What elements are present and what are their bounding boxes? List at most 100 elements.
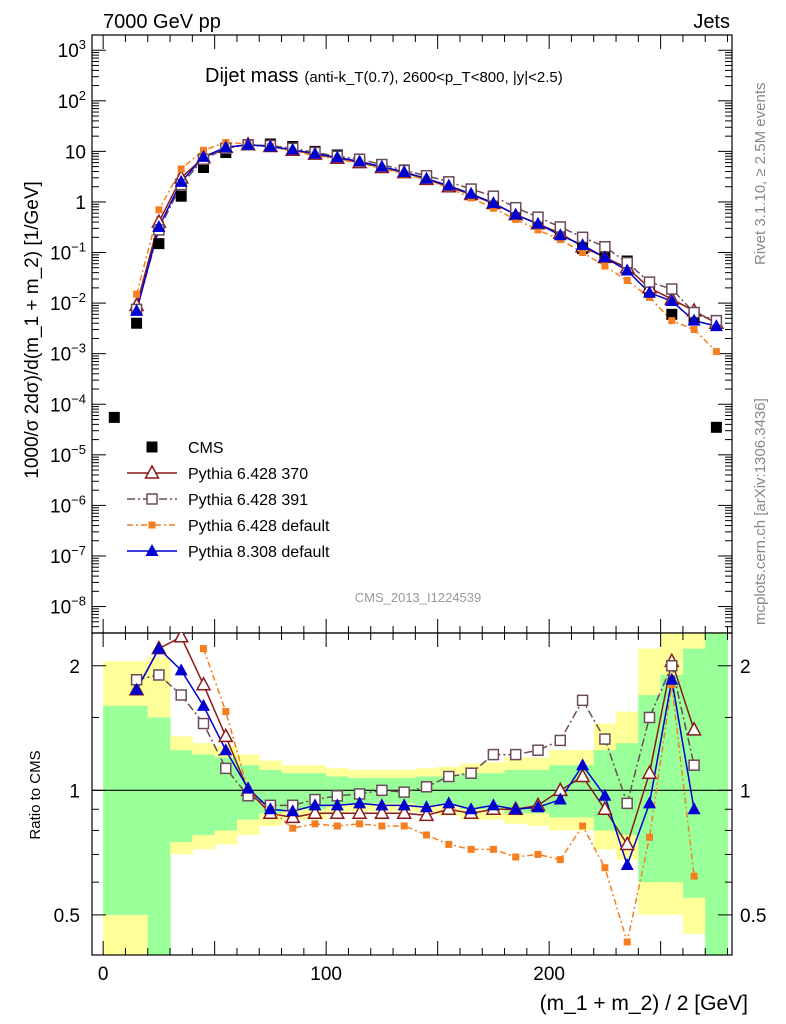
data-point	[152, 641, 166, 654]
ratio-series	[128, 633, 702, 946]
legend-label: Pythia 6.428 391	[188, 492, 308, 509]
data-point	[509, 802, 523, 815]
data-point	[330, 798, 344, 811]
data-point	[400, 822, 408, 830]
data-point	[553, 792, 567, 805]
data-point	[311, 820, 319, 828]
data-point	[464, 186, 478, 199]
data-point	[174, 663, 188, 676]
ratio-y-axis-label: Ratio to CMS	[27, 750, 44, 839]
data-point	[422, 831, 430, 839]
data-point	[623, 276, 631, 284]
data-point	[375, 798, 389, 811]
y-tick-label: 10−7	[50, 543, 86, 568]
data-point	[601, 864, 609, 872]
x-tick-label: 200	[533, 964, 565, 985]
data-point	[599, 241, 611, 253]
data-point	[686, 721, 702, 736]
data-point	[489, 845, 497, 853]
legend-label: CMS	[188, 440, 224, 457]
data-point	[175, 689, 187, 701]
side-label-bottom: mcplots.cern.ch [arXiv:1306.3436]	[752, 398, 769, 625]
legend-marker	[148, 521, 156, 529]
data-point	[220, 762, 232, 775]
data-point	[133, 290, 141, 298]
data-point	[665, 672, 679, 685]
data-point	[263, 802, 277, 815]
data-point	[487, 748, 500, 761]
data-point	[378, 822, 386, 830]
data-point	[263, 139, 277, 152]
legend: CMS Pythia 6.428 370 Pythia 6.428 391 Pythi…	[127, 440, 330, 561]
data-point	[330, 150, 344, 163]
data-point	[177, 165, 185, 173]
data-point	[152, 219, 166, 232]
data-point	[155, 206, 163, 214]
data-point	[666, 308, 678, 320]
band-inner	[125, 705, 149, 915]
data-point	[576, 694, 589, 707]
data-point	[579, 822, 587, 830]
data-point	[219, 140, 233, 153]
y-tick-label: 102	[58, 88, 86, 113]
data-point	[576, 758, 590, 771]
data-point	[645, 833, 653, 841]
data-point	[397, 798, 411, 811]
legend-marker	[146, 441, 158, 453]
data-point	[396, 804, 412, 820]
data-point	[620, 263, 634, 276]
band-inner	[192, 754, 216, 835]
data-point	[554, 734, 567, 747]
main-subtitle: (anti-k_T(0.7), 2600<p_T<800, |y|<2.5)	[304, 69, 562, 86]
data-point	[130, 303, 144, 316]
data-point	[619, 835, 635, 851]
data-point	[465, 767, 477, 779]
band-inner	[682, 648, 706, 898]
main-title: Dijet mass	[205, 65, 298, 87]
data-point	[512, 853, 520, 861]
data-point	[579, 249, 587, 257]
data-point	[709, 319, 723, 332]
data-point	[153, 238, 165, 250]
x-tick-label: 0	[98, 964, 109, 985]
band-inner	[660, 674, 684, 883]
data-point	[308, 146, 322, 159]
data-point	[286, 142, 300, 155]
data-point	[419, 800, 433, 813]
data-point	[241, 137, 255, 150]
y-tick-label: 10	[65, 142, 86, 163]
legend-label: Pythia 6.428 default	[188, 518, 330, 535]
y-axis-label: 1000/σ 2dσ)/d(m_1 + m_2) [1/GeV]	[22, 181, 43, 479]
band-inner	[103, 705, 126, 915]
band-inner	[526, 769, 550, 814]
data-point	[308, 798, 322, 811]
y-tick-label: 10−5	[50, 442, 86, 467]
legend-marker	[144, 464, 160, 479]
band-inner	[616, 743, 639, 835]
data-point	[353, 796, 367, 809]
data-point	[374, 804, 390, 820]
band-inner	[705, 633, 729, 955]
data-point	[687, 313, 701, 326]
data-point	[576, 238, 590, 251]
legend-marker	[145, 544, 159, 556]
data-point	[666, 283, 678, 295]
header-right: Jets	[693, 11, 730, 33]
ratio-y-tick-label: 1	[740, 781, 751, 802]
data-point	[196, 149, 210, 162]
data-point	[131, 317, 143, 329]
data-point	[643, 711, 656, 724]
y-tick-label: 10−6	[50, 492, 86, 517]
data-point	[666, 660, 678, 672]
x-tick-label: 100	[310, 964, 342, 985]
series-line	[135, 635, 695, 847]
data-point	[445, 840, 453, 848]
data-point	[173, 633, 189, 643]
data-point	[534, 850, 542, 858]
data-point	[688, 759, 700, 771]
data-point	[241, 781, 255, 794]
data-point	[418, 806, 435, 822]
data-point	[598, 788, 612, 801]
data-point	[353, 154, 367, 167]
